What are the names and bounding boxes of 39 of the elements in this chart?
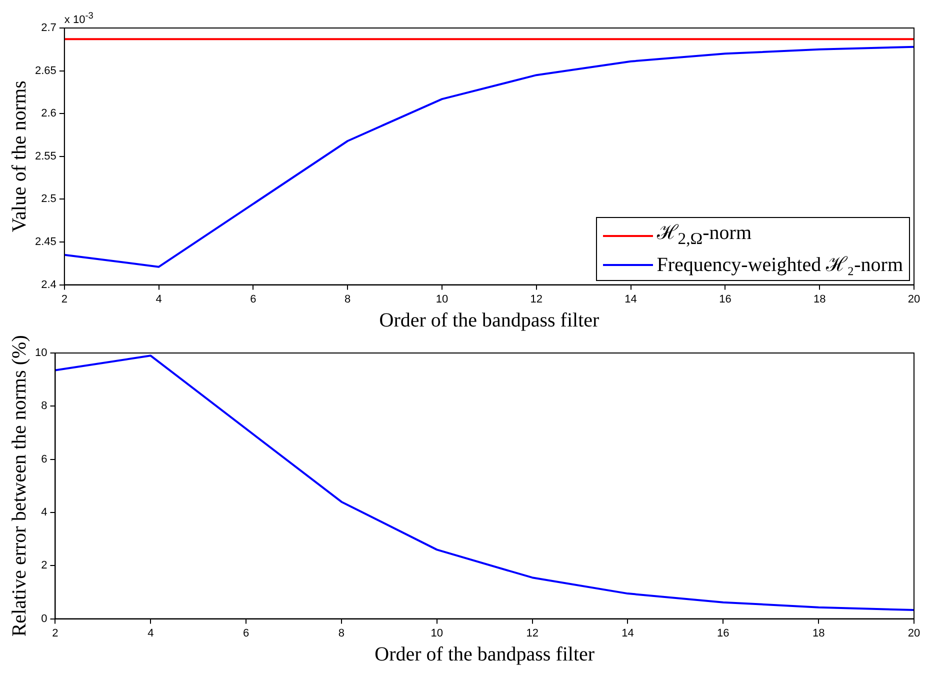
- x-tick-label: 8: [344, 293, 351, 306]
- y-tick-label: 2.45: [34, 236, 56, 248]
- y-tick-label: 6: [41, 453, 48, 466]
- x-tick-label: 10: [436, 293, 448, 306]
- x-tick-label: 6: [250, 293, 256, 306]
- x-tick-label: 14: [622, 627, 634, 640]
- x-axis-title: Order of the bandpass filter: [374, 643, 595, 666]
- x-tick-label: 18: [812, 627, 825, 640]
- x-tick-label: 4: [148, 627, 154, 640]
- legend-label: ℋ$_{2,Ω}$-norm: [656, 220, 752, 250]
- y-tick-label: 2.7: [41, 22, 56, 34]
- y-tick-label: 2.5: [41, 193, 56, 206]
- y-tick-label: 2.6: [41, 108, 56, 120]
- x-tick-label: 12: [526, 627, 538, 640]
- y-tick-label: 10: [34, 347, 48, 360]
- y-tick-label: 0: [41, 612, 48, 625]
- y-tick-label: 8: [41, 400, 48, 412]
- x-tick-label: 18: [813, 293, 826, 306]
- y-tick-label: 2.55: [34, 150, 56, 162]
- x-tick-label: 10: [430, 627, 444, 640]
- y-axis-title: Relative error between the norms (%): [8, 335, 30, 637]
- y-axis-title: Value of the norms: [8, 80, 30, 232]
- x-tick-label: 16: [717, 627, 730, 640]
- y-tick-label: 2.65: [34, 64, 56, 77]
- x-tick-label: 20: [908, 293, 920, 306]
- y-tick-label: 4: [41, 506, 48, 519]
- x-tick-label: 2: [61, 293, 68, 306]
- x-axis-title: Order of the bandpass filter: [379, 309, 600, 332]
- x-tick-label: 20: [908, 627, 920, 640]
- y-tick-label: 2: [41, 560, 48, 572]
- x-tick-label: 6: [243, 627, 250, 640]
- legend-label: Frequency-weighted ℋ₂-norm: [656, 252, 903, 278]
- y-tick-label: 2.4: [41, 278, 56, 291]
- x-tick-label: 14: [624, 293, 637, 306]
- x-tick-label: 8: [338, 627, 345, 640]
- x-tick-label: 4: [156, 293, 162, 306]
- x-tick-label: 12: [530, 293, 543, 306]
- text: x 10$^{-3}$: [64, 10, 94, 26]
- x-tick-label: 16: [719, 293, 732, 306]
